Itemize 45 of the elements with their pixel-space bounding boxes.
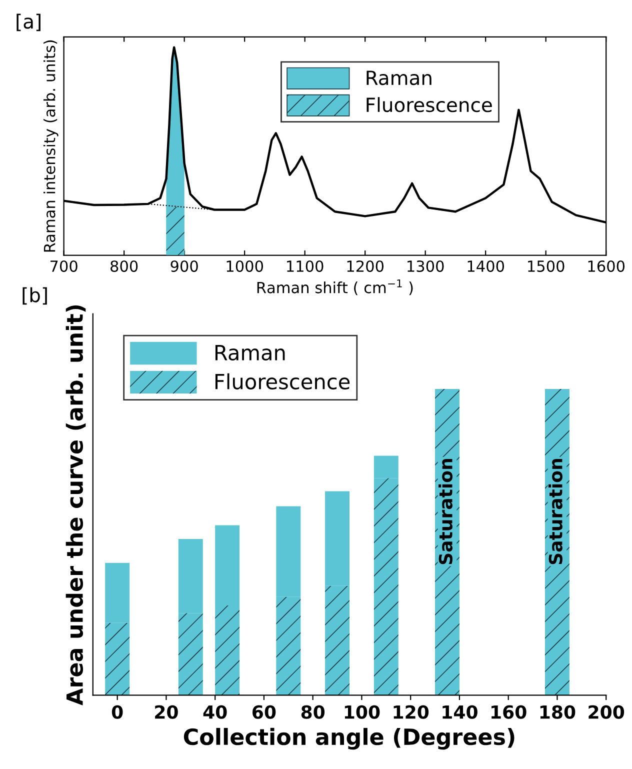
x-tick-label: 60 <box>252 705 276 719</box>
x-tick-label: 1200 <box>347 260 384 272</box>
x-tick-label: 80 <box>301 705 325 719</box>
legend-label: Raman <box>366 70 432 86</box>
annotation: Saturation <box>438 458 452 564</box>
x-tick-label: 160 <box>492 705 526 719</box>
legend-label: Raman <box>215 345 285 360</box>
annotation: Saturation <box>548 458 562 564</box>
x-tick-label: 180 <box>540 705 576 719</box>
x-tick-label: 100 <box>344 705 380 719</box>
bar <box>374 478 398 696</box>
y-axis-title: Raman intensity (arb. units) <box>43 40 58 252</box>
bar <box>178 539 203 614</box>
x-tick-label: 1100 <box>287 260 324 272</box>
bar <box>325 586 350 696</box>
bar <box>178 613 203 696</box>
x-tick-label: 1000 <box>226 260 264 272</box>
text: [a] <box>16 14 40 32</box>
x-tick-label: 140 <box>442 705 478 719</box>
bar <box>215 605 240 696</box>
x-tick-label: 200 <box>588 705 624 719</box>
x-axis-title: Collection angle (Degrees) <box>184 728 514 750</box>
y-axis-title: Area under the curve (arb. unit) <box>66 305 86 706</box>
bar <box>105 622 130 696</box>
x-tick-label: 900 <box>170 260 198 272</box>
text: [b] <box>22 287 47 305</box>
bar <box>276 506 301 597</box>
x-tick-label: 1300 <box>408 260 444 272</box>
x-tick-label: 120 <box>394 705 429 719</box>
x-tick-label: 1400 <box>468 260 504 272</box>
x-tick-label: 1500 <box>528 260 564 272</box>
bar <box>276 596 301 696</box>
bar <box>374 456 398 478</box>
x-axis-title: Raman shift ( cm$^{−1}$ ) <box>257 279 413 296</box>
legend-label: Fluorescence <box>215 373 350 390</box>
bar <box>325 491 350 586</box>
x-tick-label: 700 <box>50 260 78 272</box>
x-tick-label: 20 <box>155 705 178 719</box>
legend-label: Fluorescence <box>366 97 492 112</box>
bar <box>215 525 240 606</box>
bar <box>105 562 130 623</box>
x-tick-label: 0 <box>112 705 123 719</box>
x-tick-label: 800 <box>110 260 138 272</box>
x-tick-label: 40 <box>203 705 227 719</box>
x-tick-label: 1600 <box>588 260 625 272</box>
